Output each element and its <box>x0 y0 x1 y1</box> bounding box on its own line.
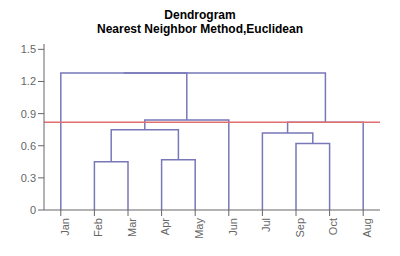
html-text:Dendrogram: Dendrogram <box>164 8 236 22</box>
svg-text:Feb: Feb <box>92 218 104 237</box>
svg-text:0.6: 0.6 <box>21 140 36 152</box>
svg-text:Apr: Apr <box>159 218 171 235</box>
svg-text:Sep: Sep <box>294 218 306 238</box>
svg-text:1.2: 1.2 <box>21 75 36 87</box>
svg-text:May: May <box>193 218 205 239</box>
svg-text:Aug: Aug <box>361 218 373 238</box>
svg-text:0.9: 0.9 <box>21 108 36 120</box>
svg-text:Oct: Oct <box>327 218 339 235</box>
svg-text:Jun: Jun <box>227 218 239 236</box>
svg-text:1.5: 1.5 <box>21 43 36 55</box>
svg-text:Jul: Jul <box>260 218 272 232</box>
svg-text:0.3: 0.3 <box>21 172 36 184</box>
html-text:Nearest Neighbor Method,Euclid: Nearest Neighbor Method,Euclidean <box>97 22 303 36</box>
svg-text:Jan: Jan <box>59 218 71 236</box>
svg-text:0: 0 <box>30 204 36 216</box>
svg-text:Mar: Mar <box>126 218 138 237</box>
